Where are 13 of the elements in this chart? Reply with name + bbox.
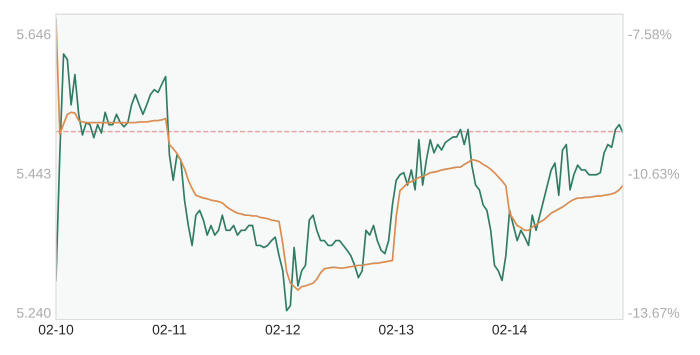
y-tick-label: 5.240: [16, 308, 51, 318]
line-series: [56, 53, 623, 312]
y-tick-label: 5.646: [16, 29, 51, 40]
x-tick-label: 02-13: [378, 324, 414, 335]
y2-tick-label: -13.67%: [628, 308, 680, 318]
y2-tick-label: -10.63%: [628, 168, 680, 179]
x-tick-label: 02-11: [152, 324, 186, 335]
x-tick-label: 02-10: [38, 324, 74, 335]
line-series: [56, 18, 623, 291]
x-tick-label: 02-14: [492, 324, 527, 335]
y2-tick-label: -7.58%: [628, 29, 672, 40]
y-tick-label: 5.443: [16, 168, 51, 179]
x-tick-label: 02-12: [266, 324, 300, 335]
